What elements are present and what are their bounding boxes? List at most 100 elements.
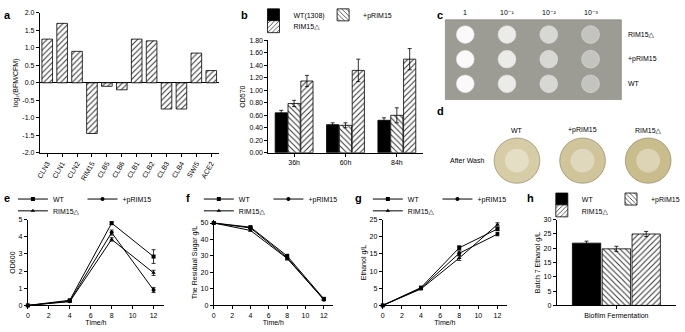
svg-text:RIM15: RIM15 <box>79 160 95 181</box>
svg-text:g: g <box>355 192 362 204</box>
svg-text:5: 5 <box>19 216 23 223</box>
svg-text:2: 2 <box>400 312 404 319</box>
svg-text:8: 8 <box>110 312 114 319</box>
svg-text:1: 1 <box>19 285 23 292</box>
svg-text:0: 0 <box>204 302 208 309</box>
svg-text:0.20: 0.20 <box>249 137 263 144</box>
svg-text:6: 6 <box>267 312 271 319</box>
svg-text:RIM15△: RIM15△ <box>294 23 321 30</box>
svg-text:RIM15△: RIM15△ <box>408 208 435 215</box>
svg-text:30: 30 <box>544 216 552 223</box>
svg-text:CLN1: CLN1 <box>51 160 66 179</box>
svg-text:CLB6: CLB6 <box>111 160 126 179</box>
svg-text:8: 8 <box>285 312 289 319</box>
svg-text:WT: WT <box>582 196 594 203</box>
svg-text:CLB2: CLB2 <box>141 160 156 179</box>
svg-text:0: 0 <box>373 302 377 309</box>
svg-text:WT: WT <box>53 196 65 203</box>
svg-text:10⁻²: 10⁻² <box>542 9 556 16</box>
svg-text:1.40: 1.40 <box>249 62 263 69</box>
svg-text:+pRIM15: +pRIM15 <box>477 196 506 204</box>
svg-text:5: 5 <box>373 285 377 292</box>
svg-text:1.80: 1.80 <box>249 37 263 44</box>
svg-text:e: e <box>4 192 10 204</box>
svg-text:RIM15△: RIM15△ <box>239 208 266 215</box>
svg-text:+pRIM15: +pRIM15 <box>363 12 392 20</box>
svg-text:RIM15△: RIM15△ <box>628 31 655 38</box>
svg-text:4: 4 <box>19 233 23 240</box>
svg-text:50: 50 <box>201 219 209 226</box>
svg-text:40: 40 <box>201 236 209 243</box>
svg-text:2: 2 <box>19 268 23 275</box>
svg-text:CLB1: CLB1 <box>126 160 141 179</box>
svg-text:10: 10 <box>544 273 552 280</box>
svg-text:ACE2: ACE2 <box>200 160 215 179</box>
svg-text:h: h <box>527 192 534 204</box>
svg-text:CLN3: CLN3 <box>36 160 51 179</box>
svg-text:10: 10 <box>201 285 209 292</box>
svg-text:12: 12 <box>320 312 328 319</box>
svg-text:Batch 7 Ethanol g/L: Batch 7 Ethanol g/L <box>534 232 542 293</box>
svg-text:CLB3: CLB3 <box>156 160 171 179</box>
svg-text:c: c <box>437 9 443 21</box>
svg-text:+pRIM15: +pRIM15 <box>651 196 680 204</box>
svg-text:3: 3 <box>19 250 23 257</box>
svg-text:1.0: 1.0 <box>25 44 35 51</box>
svg-text:8: 8 <box>457 312 461 319</box>
svg-text:SWI5: SWI5 <box>186 160 201 178</box>
svg-text:12: 12 <box>150 312 158 319</box>
svg-text:WT: WT <box>628 80 640 87</box>
svg-text:d: d <box>437 105 444 117</box>
svg-text:25: 25 <box>370 216 378 223</box>
svg-text:10: 10 <box>474 312 482 319</box>
svg-text:1.5: 1.5 <box>25 27 35 34</box>
svg-text:10⁻¹: 10⁻¹ <box>500 9 514 16</box>
svg-text:10⁻³: 10⁻³ <box>584 9 598 16</box>
svg-text:-1.0: -1.0 <box>22 114 34 121</box>
svg-text:15: 15 <box>370 250 378 257</box>
svg-text:10: 10 <box>302 312 310 319</box>
svg-text:-0.5: -0.5 <box>22 97 34 104</box>
svg-text:36h: 36h <box>288 159 300 166</box>
svg-text:10: 10 <box>129 312 137 319</box>
svg-text:After Wash: After Wash <box>450 157 484 164</box>
svg-text:0: 0 <box>547 302 551 309</box>
svg-text:15: 15 <box>544 259 552 266</box>
svg-text:0: 0 <box>381 312 385 319</box>
svg-text:OD570: OD570 <box>239 85 246 107</box>
svg-text:2: 2 <box>47 312 51 319</box>
svg-text:OD600: OD600 <box>9 251 16 273</box>
svg-text:+pRIM15: +pRIM15 <box>308 196 337 204</box>
svg-text:1.00: 1.00 <box>249 87 263 94</box>
svg-text:Biofilm Fermentation: Biofilm Fermentation <box>584 312 648 319</box>
svg-text:RIM15△: RIM15△ <box>635 127 662 134</box>
svg-text:0.60: 0.60 <box>249 112 263 119</box>
svg-text:0: 0 <box>19 302 23 309</box>
svg-text:1.60: 1.60 <box>249 49 263 56</box>
svg-text:-2.0: -2.0 <box>22 149 34 156</box>
svg-text:CLN2: CLN2 <box>66 160 81 179</box>
svg-text:30: 30 <box>201 252 209 259</box>
svg-text:25: 25 <box>544 230 552 237</box>
svg-text:4: 4 <box>419 312 423 319</box>
svg-text:Ethanol g/L: Ethanol g/L <box>360 245 368 281</box>
svg-text:4: 4 <box>68 312 72 319</box>
svg-text:20: 20 <box>201 269 209 276</box>
svg-text:60h: 60h <box>340 159 352 166</box>
svg-text:6: 6 <box>438 312 442 319</box>
svg-text:+pRIM15: +pRIM15 <box>123 196 152 204</box>
svg-text:0: 0 <box>212 312 216 319</box>
svg-text:+pRIM15: +pRIM15 <box>568 126 597 134</box>
svg-text:Time/h: Time/h <box>434 319 455 326</box>
svg-text:6: 6 <box>89 312 93 319</box>
svg-text:5: 5 <box>547 288 551 295</box>
svg-text:0.00: 0.00 <box>249 149 263 156</box>
svg-text:f: f <box>186 192 190 204</box>
svg-text:-1.5: -1.5 <box>22 132 34 139</box>
svg-text:RIM15△: RIM15△ <box>53 208 80 215</box>
svg-text:10: 10 <box>370 268 378 275</box>
svg-text:CLB4: CLB4 <box>171 160 186 179</box>
svg-text:12: 12 <box>494 312 502 319</box>
svg-text:b: b <box>241 9 248 21</box>
svg-text:0: 0 <box>26 312 30 319</box>
